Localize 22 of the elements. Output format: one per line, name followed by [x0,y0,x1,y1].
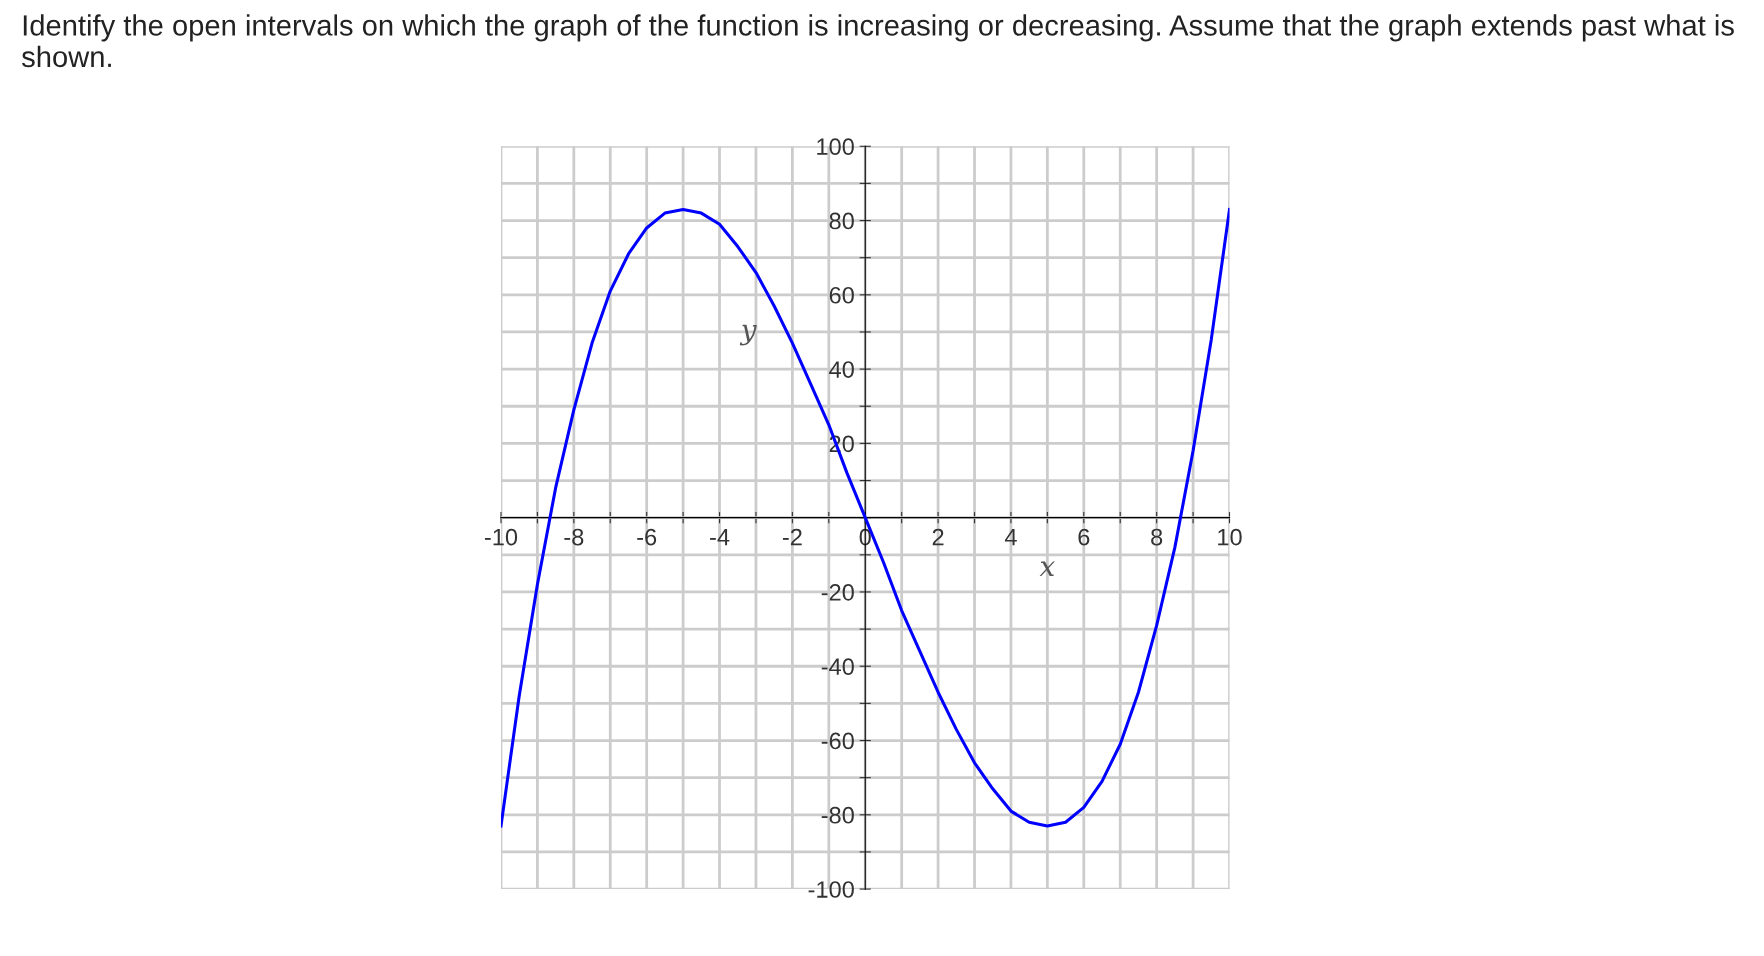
x-tick-label: 2 [932,528,944,546]
y-tick-label: -100 [808,881,854,898]
x-tick-label: -6 [637,528,657,546]
x-tick-label: 10 [1218,528,1242,546]
x-tick-label: -4 [710,528,730,546]
x-tick-label: -2 [782,528,802,546]
y-axis-title: y [739,324,757,346]
x-tick-label: 8 [1151,528,1163,546]
y-tick-label: -40 [821,658,854,676]
y-tick-label: 40 [829,361,854,378]
y-tick-label: 60 [829,286,854,304]
y-tick-label: -80 [821,806,854,824]
x-axis-title: x [1039,561,1055,576]
x-tick-label: 4 [1004,528,1017,546]
y-tick-label: -60 [821,732,854,750]
y-tick-label: 80 [829,212,854,230]
y-tick-label: -20 [821,584,854,601]
x-tick-label: -8 [564,528,584,546]
chart-title: Identify the open intervals on which the graph of the function is increasing or decreasing. Assume that the graph extends past what is shown. [21,14,1734,68]
x-tick-label: -10 [484,528,518,546]
x-tick-label: 6 [1078,528,1090,546]
y-tick-label: 100 [817,138,854,156]
